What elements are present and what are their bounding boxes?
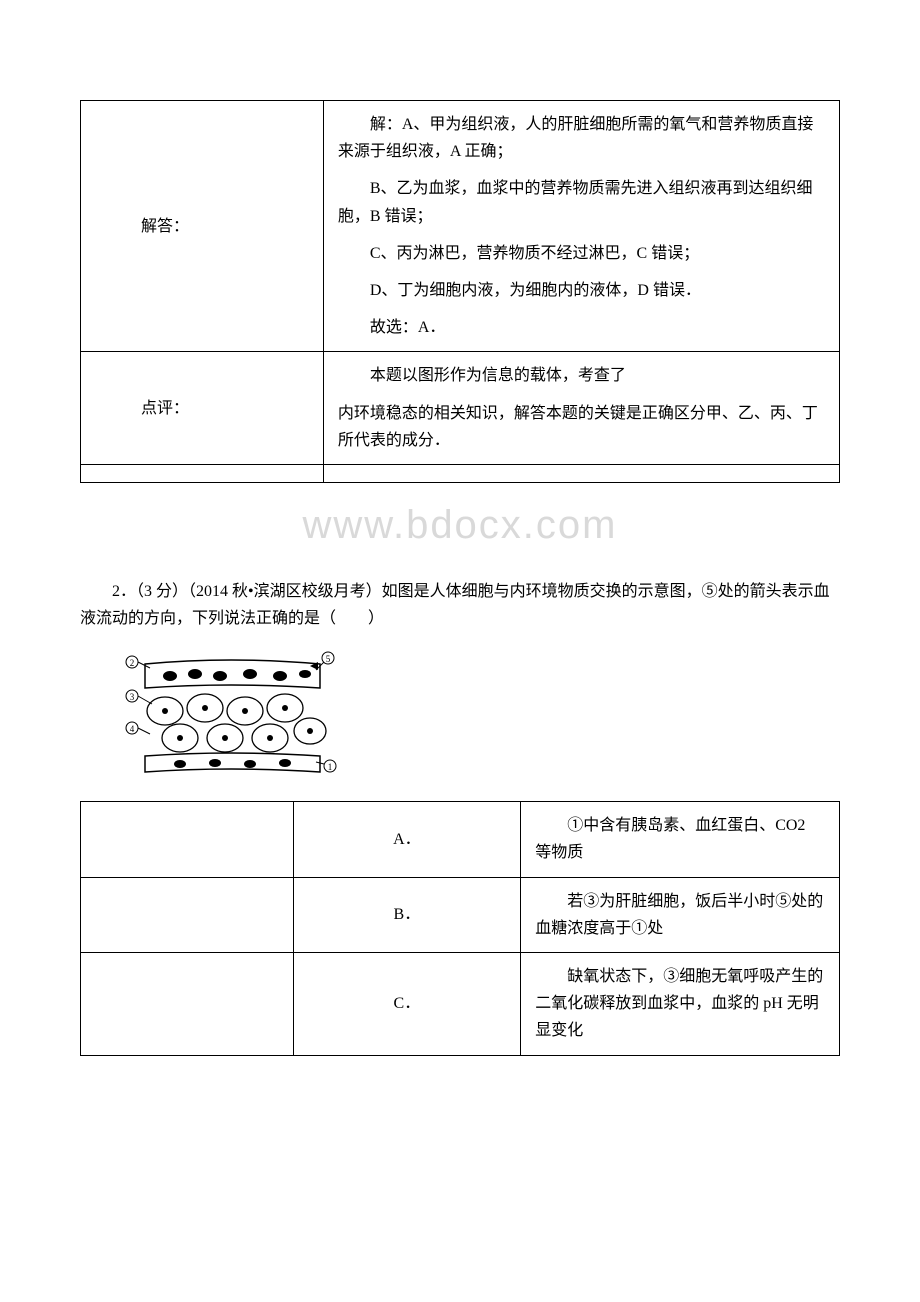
svg-text:2: 2: [130, 658, 135, 668]
paragraph: C、丙为淋巴，营养物质不经过淋巴，C 错误；: [338, 240, 825, 267]
option-empty: [81, 802, 294, 877]
watermark-text: www.bdocx.com: [80, 503, 840, 548]
svg-text:4: 4: [130, 724, 135, 734]
row-content: 本题以图形作为信息的载体，考查了 内环境稳态的相关知识，解答本题的关键是正确区分…: [323, 352, 839, 465]
svg-text:5: 5: [326, 654, 331, 664]
option-text: 缺氧状态下，③细胞无氧呼吸产生的二氧化碳释放到血浆中，血浆的 pH 无明显变化: [521, 953, 840, 1056]
table-row: 点评： 本题以图形作为信息的载体，考查了 内环境稳态的相关知识，解答本题的关键是…: [81, 352, 840, 465]
analysis-table: 解答： 解：A、甲为组织液，人的肝脏细胞所需的氧气和营养物质直接来源于组织液，A…: [80, 100, 840, 483]
svg-text:3: 3: [130, 692, 135, 702]
option-content: ①中含有胰岛素、血红蛋白、CO2 等物质: [535, 812, 825, 866]
empty-cell: [81, 464, 324, 482]
option-letter: A．: [293, 802, 521, 877]
option-empty: [81, 953, 294, 1056]
option-empty: [81, 877, 294, 952]
option-row: A． ①中含有胰岛素、血红蛋白、CO2 等物质: [81, 802, 840, 877]
option-letter: B．: [293, 877, 521, 952]
row-content: 解：A、甲为组织液，人的肝脏细胞所需的氧气和营养物质直接来源于组织液，A 正确；…: [323, 101, 839, 352]
option-content: 若③为肝脏细胞，饭后半小时⑤处的血糖浓度高于①处: [535, 888, 825, 942]
option-text: 若③为肝脏细胞，饭后半小时⑤处的血糖浓度高于①处: [521, 877, 840, 952]
paragraph: 内环境稳态的相关知识，解答本题的关键是正确区分甲、乙、丙、丁所代表的成分．: [338, 400, 825, 454]
diagram-svg: 2 3 4 5 1: [120, 646, 340, 776]
option-row: B． 若③为肝脏细胞，饭后半小时⑤处的血糖浓度高于①处: [81, 877, 840, 952]
svg-text:1: 1: [328, 762, 333, 772]
option-content: 缺氧状态下，③细胞无氧呼吸产生的二氧化碳释放到血浆中，血浆的 pH 无明显变化: [535, 963, 825, 1045]
options-table: A． ①中含有胰岛素、血红蛋白、CO2 等物质 B． 若③为肝脏细胞，饭后半小时…: [80, 801, 840, 1055]
paragraph: B、乙为血浆，血浆中的营养物质需先进入组织液再到达组织细胞，B 错误；: [338, 175, 825, 229]
paragraph: 解：A、甲为组织液，人的肝脏细胞所需的氧气和营养物质直接来源于组织液，A 正确；: [338, 111, 825, 165]
paragraph: D、丁为细胞内液，为细胞内的液体，D 错误．: [338, 277, 825, 304]
paragraph: 本题以图形作为信息的载体，考查了: [338, 362, 825, 389]
option-row: C． 缺氧状态下，③细胞无氧呼吸产生的二氧化碳释放到血浆中，血浆的 pH 无明显…: [81, 953, 840, 1056]
row-label: 解答：: [81, 101, 324, 352]
table-row: 解答： 解：A、甲为组织液，人的肝脏细胞所需的氧气和营养物质直接来源于组织液，A…: [81, 101, 840, 352]
empty-cell: [323, 464, 839, 482]
cell-diagram: 2 3 4 5 1: [120, 646, 840, 781]
row-label: 点评：: [81, 352, 324, 465]
option-letter: C．: [293, 953, 521, 1056]
table-row-empty: [81, 464, 840, 482]
question-text: 2．（3 分）（2014 秋•滨湖区校级月考）如图是人体细胞与内环境物质交换的示…: [80, 578, 840, 632]
option-text: ①中含有胰岛素、血红蛋白、CO2 等物质: [521, 802, 840, 877]
paragraph: 故选：A．: [338, 314, 825, 341]
